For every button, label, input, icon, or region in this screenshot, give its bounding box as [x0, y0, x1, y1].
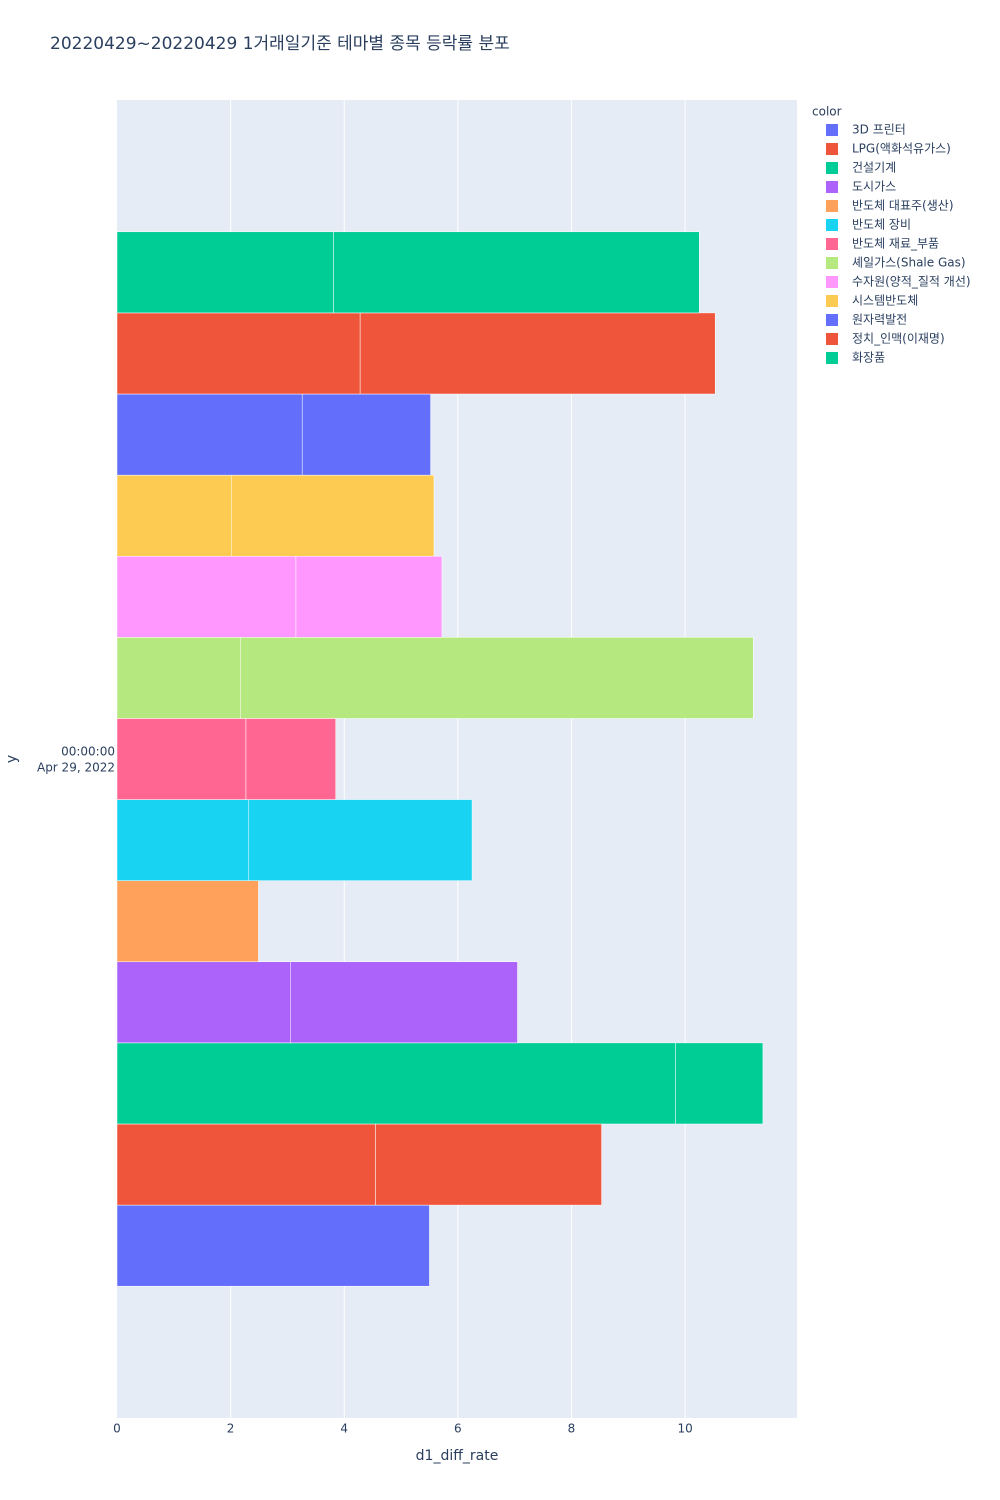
bar-segment [231, 474, 435, 557]
legend-label: 원자력발전 [852, 313, 907, 327]
bar-segment [116, 1123, 376, 1206]
bar-segment [116, 1042, 676, 1125]
legend-label: 반도체 대표주(생산) [852, 199, 954, 213]
x-tick-label: 6 [454, 1422, 462, 1436]
legend-swatch [826, 257, 838, 269]
y-tick-label: Apr 29, 2022 [37, 761, 115, 775]
legend-label: 정치_인맥(이재명) [852, 332, 945, 346]
bar-segment [116, 799, 250, 881]
legend-title: color [812, 105, 842, 119]
legend-swatch [826, 162, 838, 174]
x-tick-label: 2 [227, 1422, 235, 1436]
x-tick-label: 10 [677, 1422, 692, 1436]
legend-label: 도시가스 [852, 180, 896, 194]
x-tick-label: 0 [113, 1422, 121, 1436]
bar-segment [116, 474, 233, 557]
legend-swatch [826, 200, 838, 212]
x-tick-label: 4 [340, 1422, 348, 1436]
bar-segment [116, 393, 303, 476]
legend-swatch [826, 276, 838, 288]
legend-label: LPG(액화석유가스) [852, 142, 951, 156]
bar-segment [116, 718, 247, 800]
bar-segment [116, 880, 259, 963]
legend-label: 건설기계 [852, 161, 896, 175]
bar-segment [333, 231, 700, 314]
legend-swatch [826, 238, 838, 250]
legend-label: 시스템반도체 [852, 294, 918, 308]
bar-segment [675, 1042, 764, 1125]
bar-segment [240, 637, 754, 719]
legend-swatch [826, 352, 838, 364]
legend-swatch [826, 295, 838, 307]
bar-segment [116, 555, 297, 638]
legend-label: 화장품 [852, 351, 885, 365]
legend-swatch [826, 181, 838, 193]
bar-segment [248, 799, 473, 881]
legend-swatch [826, 333, 838, 345]
x-axis-title: d1_diff_rate [416, 1448, 499, 1464]
bar-segment [116, 637, 241, 719]
legend-swatch [826, 314, 838, 326]
legend-label: 반도체 재료_부품 [852, 237, 939, 251]
bar-segment [295, 555, 443, 638]
legend-label: 3D 프린터 [852, 123, 906, 137]
legend-label: 수자원(양적_질적 개선) [852, 275, 971, 289]
bar-segment [245, 718, 336, 800]
legend-swatch [826, 143, 838, 155]
bar-segment [359, 312, 716, 395]
y-axis-title: y [4, 755, 20, 763]
legend-swatch [826, 219, 838, 231]
chart-title: 20220429~20220429 1거래일기준 테마별 종목 등락률 분포 [50, 34, 510, 54]
x-tick-label: 8 [568, 1422, 576, 1436]
bar-segment [116, 231, 334, 314]
bar-segment [290, 961, 518, 1044]
y-tick-label: 00:00:00 [61, 745, 115, 759]
legend-label: 셰일가스(Shale Gas) [852, 256, 966, 270]
bar-segment [301, 393, 431, 476]
legend-label: 반도체 장비 [852, 218, 911, 232]
bar-segment [116, 961, 291, 1044]
bar-segment [116, 1204, 430, 1287]
bar-segment [375, 1123, 602, 1206]
bar-segment [116, 312, 361, 395]
legend-swatch [826, 124, 838, 136]
